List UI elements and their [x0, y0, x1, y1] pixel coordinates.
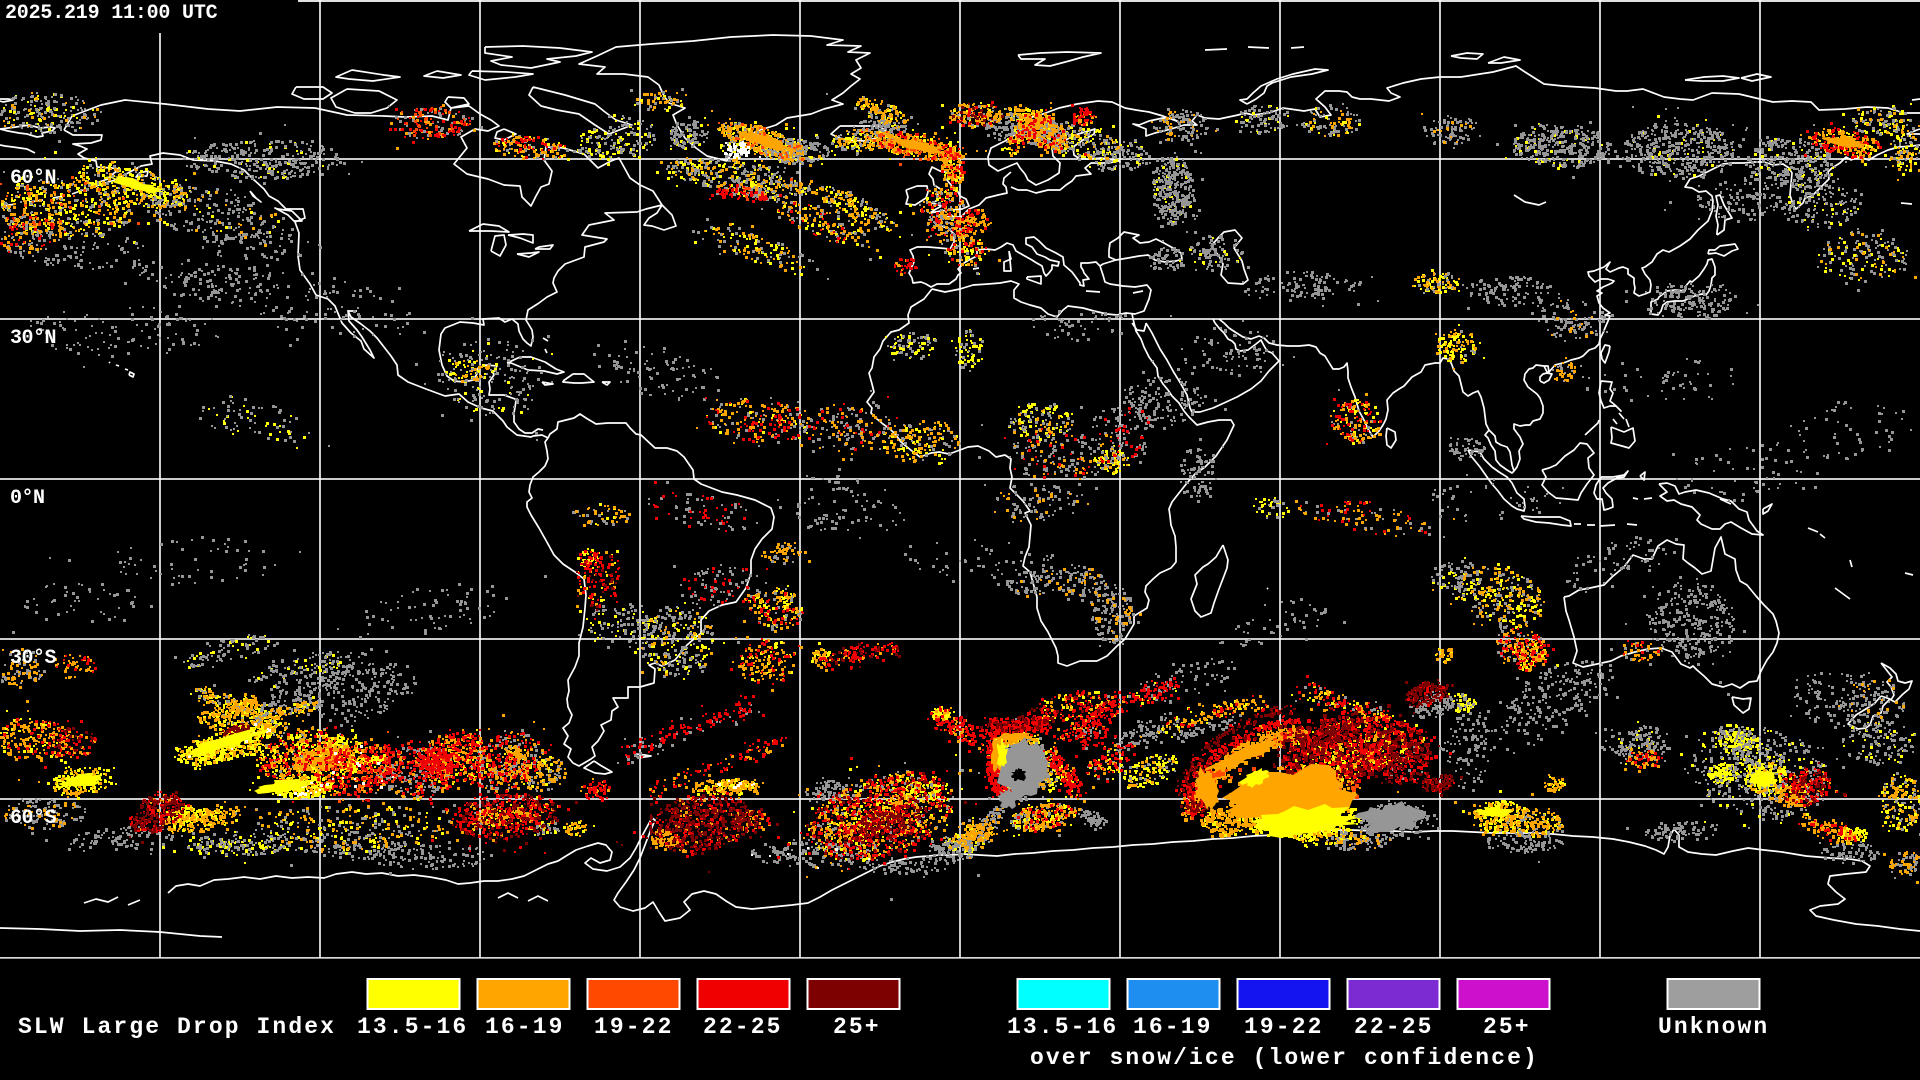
svg-text:SLW Large Drop Index: SLW Large Drop Index [18, 1014, 336, 1040]
svg-text:Unknown: Unknown [1658, 1014, 1769, 1040]
svg-text:60°N: 60°N [10, 167, 56, 190]
svg-text:30°S: 30°S [10, 647, 57, 670]
svg-text:0°N: 0°N [10, 487, 45, 510]
svg-text:over snow/ice (lower confidenc: over snow/ice (lower confidence) [1030, 1045, 1539, 1071]
svg-text:22-25: 22-25 [1354, 1014, 1434, 1040]
svg-text:13.5-16: 13.5-16 [1007, 1014, 1118, 1040]
svg-text:19-22: 19-22 [594, 1014, 674, 1040]
svg-text:30°N: 30°N [10, 327, 56, 350]
svg-text:25+: 25+ [1483, 1014, 1531, 1040]
svg-text:16-19: 16-19 [1133, 1014, 1213, 1040]
svg-text:25+: 25+ [833, 1014, 881, 1040]
svg-text:19-22: 19-22 [1244, 1014, 1324, 1040]
svg-text:60°S: 60°S [10, 807, 57, 830]
svg-text:22-25: 22-25 [703, 1014, 783, 1040]
svg-text:2025.219 11:00 UTC: 2025.219 11:00 UTC [5, 2, 218, 25]
svg-text:16-19: 16-19 [485, 1014, 565, 1040]
svg-text:13.5-16: 13.5-16 [357, 1014, 468, 1040]
